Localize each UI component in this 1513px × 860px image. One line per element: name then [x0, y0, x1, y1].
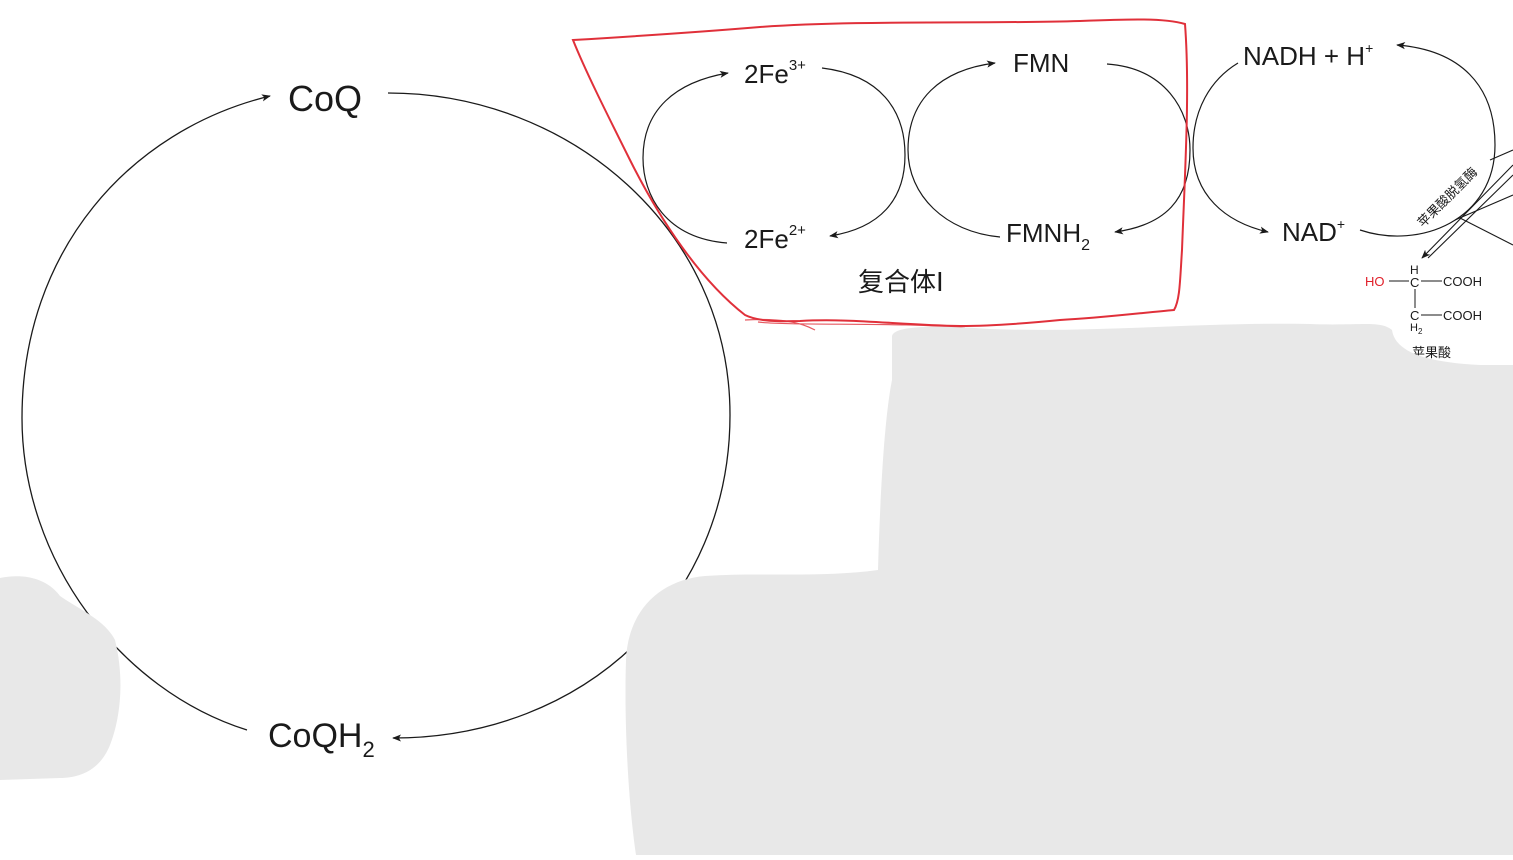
gray-overlay-left: [0, 576, 121, 780]
fmn-label: FMN: [1013, 48, 1069, 78]
gray-overlay-right: [625, 323, 1513, 855]
h2-group: H2: [1410, 322, 1423, 336]
fe-cycle: 2Fe3+ 2Fe2+: [642, 57, 906, 254]
fe-cycle-arc-right: [821, 67, 906, 239]
highlight-outline: [571, 18, 1189, 328]
fe2-label: 2Fe2+: [744, 222, 806, 254]
fmn-cycle-arc-left: [907, 60, 1001, 238]
carbon-1: C: [1410, 275, 1419, 290]
enzyme-arrow-line-2: [1427, 174, 1513, 259]
fe3-label: 2Fe3+: [744, 57, 806, 89]
fmn-cycle-arc-right: [1106, 63, 1191, 235]
hydroxyl-group: HO: [1365, 274, 1385, 289]
nadh-label: NADH + H+: [1243, 40, 1373, 71]
cross-line: [1489, 149, 1513, 161]
fe-cycle-arc-left: [642, 70, 729, 244]
malate-structure: HO H C COOH C COOH H2 苹果酸: [1365, 263, 1482, 361]
coq-label: CoQ: [288, 78, 362, 119]
enzyme-arrow-line: [1421, 164, 1513, 259]
coq-cycle-arc-left: [21, 94, 271, 731]
highlight-outline-retrace: [744, 318, 966, 331]
complex1-label: 复合体I: [858, 268, 944, 298]
gray-overlay: [0, 323, 1513, 855]
cooh-1: COOH: [1443, 274, 1482, 289]
coqh2-label: CoQH2: [268, 717, 375, 762]
nadh-cycle: NADH + H+ NAD+: [1192, 40, 1496, 247]
fmnh2-label: FMNH2: [1006, 218, 1090, 254]
enzyme-label: 苹果酸脱氢酶: [1415, 164, 1481, 230]
substrate-arrow-line-2: [1459, 217, 1513, 246]
coq-cycle-arc-right: [387, 92, 731, 742]
nadh-cycle-arc-left: [1192, 62, 1269, 234]
nadh-cycle-arc-right: [1359, 42, 1496, 237]
substrate-arrow-line: [1454, 194, 1513, 221]
cooh-2: COOH: [1443, 308, 1482, 323]
top-h: H: [1410, 263, 1419, 277]
fmn-cycle: FMN FMNH2: [907, 48, 1191, 254]
coq-cycle: CoQ CoQH2: [21, 78, 731, 762]
carbon-2: C: [1410, 308, 1419, 323]
complex1-highlight-box: 复合体I: [571, 18, 1189, 331]
nad-label: NAD+: [1282, 216, 1345, 247]
